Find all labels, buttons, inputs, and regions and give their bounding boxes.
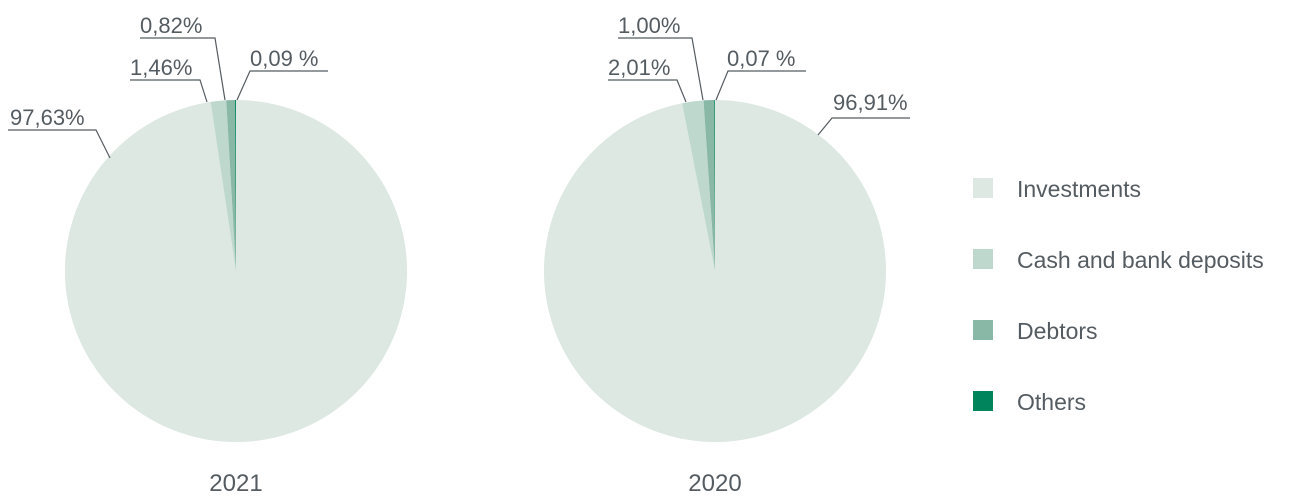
legend-label-debtors: Debtors [1017, 318, 1098, 344]
legend-swatch-others [973, 391, 993, 411]
pie-slice-investments-2020 [543, 100, 886, 443]
pie-chart-2020 [543, 99, 886, 443]
leader-line-investments-2020 [817, 117, 910, 136]
data-label-investments-2021: 97,63% [10, 105, 85, 130]
leader-line-cash-2021 [130, 79, 208, 103]
pie-slice-debtors-2020 [703, 100, 715, 271]
leader-line-others-2021 [236, 70, 328, 101]
data-label-investments-2020: 96,91% [833, 90, 908, 115]
data-label-debtors-2020: 1,00% [618, 13, 680, 38]
legend-label-others: Others [1017, 389, 1086, 415]
data-labels-2021: 97,63% 1,46% 0,82% 0,09 % [10, 13, 319, 130]
leader-lines-2021 [8, 37, 328, 159]
pie-slice-cash-and-bank-deposits-2021 [210, 100, 236, 271]
data-label-cash-2020: 2,01% [608, 55, 670, 80]
pie-slice-others-2020 [714, 99, 715, 271]
data-label-cash-2021: 1,46% [130, 55, 192, 80]
data-label-others-2021: 0,09 % [250, 46, 319, 71]
leader-line-debtors-2020 [618, 37, 704, 101]
leader-line-investments-2021 [8, 129, 111, 159]
pie-slice-investments-2021 [64, 100, 407, 442]
legend-label-cash: Cash and bank deposits [1017, 247, 1264, 273]
leader-line-cash-2020 [608, 79, 687, 103]
pie-slice-debtors-2021 [226, 100, 236, 271]
pie-slice-others-2021 [235, 99, 236, 271]
legend-swatch-debtors [973, 320, 993, 340]
leader-lines-2020 [608, 37, 910, 136]
legend-swatch-investments [973, 178, 993, 198]
legend-label-investments: Investments [1017, 176, 1141, 202]
data-label-debtors-2021: 0,82% [140, 13, 202, 38]
data-label-others-2020: 0,07 % [727, 46, 796, 71]
legend-swatch-cash [973, 249, 993, 269]
data-labels-2020: 96,91% 2,01% 1,00% 0,07 % [608, 13, 908, 115]
pie-title-2021: 2021 [209, 470, 262, 497]
legend: Investments Cash and bank deposits Debto… [973, 176, 1264, 415]
pie-title-2020: 2020 [688, 470, 741, 497]
pie-chart-2021 [64, 99, 407, 442]
leader-line-others-2020 [715, 70, 806, 101]
leader-line-debtors-2021 [140, 37, 226, 101]
pie-slice-cash-and-bank-deposits-2020 [682, 100, 715, 271]
